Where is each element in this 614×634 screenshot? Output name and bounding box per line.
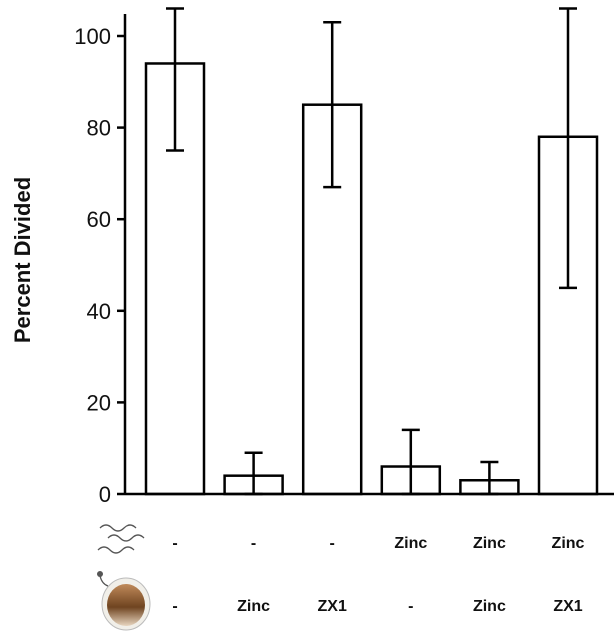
condition-rows: - - - Zinc Zinc Zinc - Zinc ZX1 - Zinc ZX1 — [172, 535, 584, 615]
y-tick-label: 60 — [87, 207, 111, 232]
condition-label: - — [251, 535, 256, 552]
y-tick-label: 20 — [87, 390, 111, 415]
condition-label: Zinc — [237, 598, 270, 615]
error-bar — [323, 21, 342, 189]
sperm-icon — [97, 524, 145, 554]
condition-label: Zinc — [394, 535, 427, 552]
condition-label: Zinc — [552, 535, 585, 552]
condition-icons — [97, 524, 151, 631]
condition-label: Zinc — [473, 598, 506, 615]
y-axis-label: Percent Divided — [10, 177, 35, 343]
y-axis-ticks: 0 20 40 60 80 100 — [74, 24, 125, 507]
error-bar — [559, 7, 577, 290]
condition-label: Zinc — [473, 535, 506, 552]
bars — [144, 62, 599, 496]
condition-label: - — [408, 598, 413, 615]
condition-label: ZX1 — [318, 598, 347, 615]
y-tick-label: 0 — [99, 482, 111, 507]
error-bars — [166, 7, 577, 496]
egg-icon — [97, 571, 151, 631]
condition-label: - — [172, 598, 177, 615]
condition-label: - — [172, 535, 177, 552]
error-bar — [166, 7, 184, 152]
condition-label: - — [330, 535, 335, 552]
y-tick-label: 80 — [87, 116, 111, 141]
condition-label: ZX1 — [553, 598, 582, 615]
y-tick-label: 40 — [87, 299, 111, 324]
y-tick-label: 100 — [74, 24, 111, 49]
